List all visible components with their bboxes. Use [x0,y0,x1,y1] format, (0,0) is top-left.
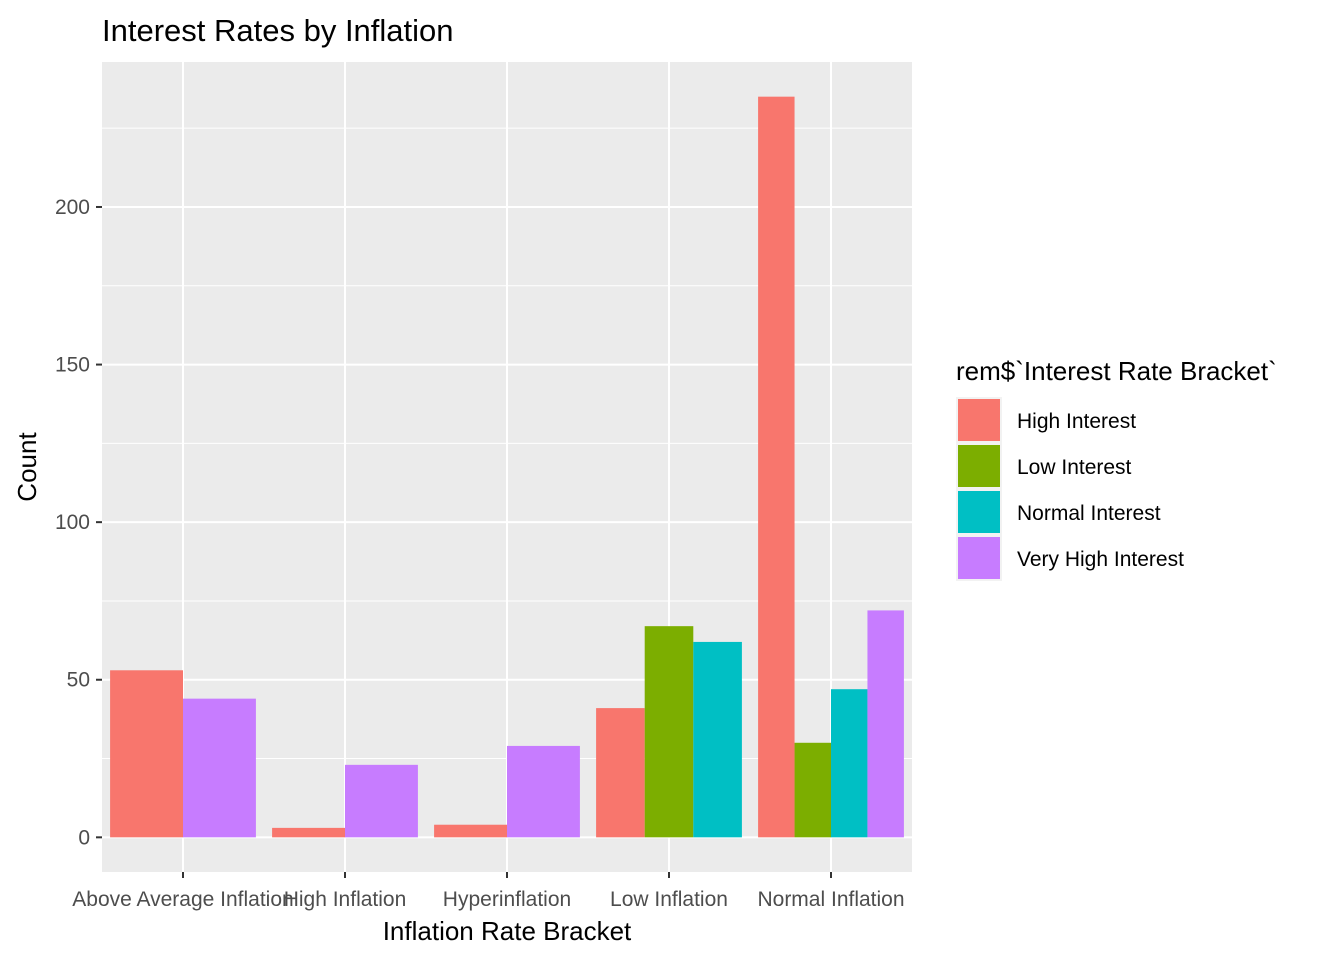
x-tick-label: High Inflation [284,888,407,911]
x-tick-label: Low Inflation [610,888,728,911]
bar [507,745,580,838]
legend: rem$`Interest Rate Bracket` High Interes… [956,356,1277,581]
bar [434,824,507,838]
chart-title: Interest Rates by Inflation [102,13,454,48]
bar [794,742,831,838]
bar [596,708,645,838]
bar [867,610,904,838]
bar [693,641,742,838]
y-tick-label: 200 [55,196,90,219]
legend-title: rem$`Interest Rate Bracket` [956,356,1277,386]
bar [758,96,795,838]
y-tick-label: 150 [55,354,90,377]
y-axis-title: Count [12,432,42,502]
x-tick-label: Normal Inflation [757,888,904,911]
y-axis: 0 50 100 150 200 [55,196,102,849]
legend-swatch [958,445,1000,487]
legend-label: Low Interest [1017,456,1132,479]
bar [831,689,868,838]
bar [272,827,345,838]
legend-swatch [958,537,1000,579]
bar [110,670,183,838]
legend-label: Very High Interest [1017,548,1184,571]
x-tick-label: Above Average Inflation [72,888,293,911]
bar [644,626,694,838]
legend-swatch [958,399,1000,441]
legend-swatch [958,491,1000,533]
bars [110,96,904,838]
x-tick-label: Hyperinflation [443,888,571,911]
y-tick-label: 50 [67,669,90,692]
bar [345,764,418,838]
y-tick-label: 0 [78,826,90,849]
x-axis-title: Inflation Rate Bracket [383,916,632,946]
legend-label: High Interest [1017,410,1136,433]
bar [183,698,256,838]
legend-label: Normal Interest [1017,502,1161,525]
y-tick-label: 100 [55,511,90,534]
